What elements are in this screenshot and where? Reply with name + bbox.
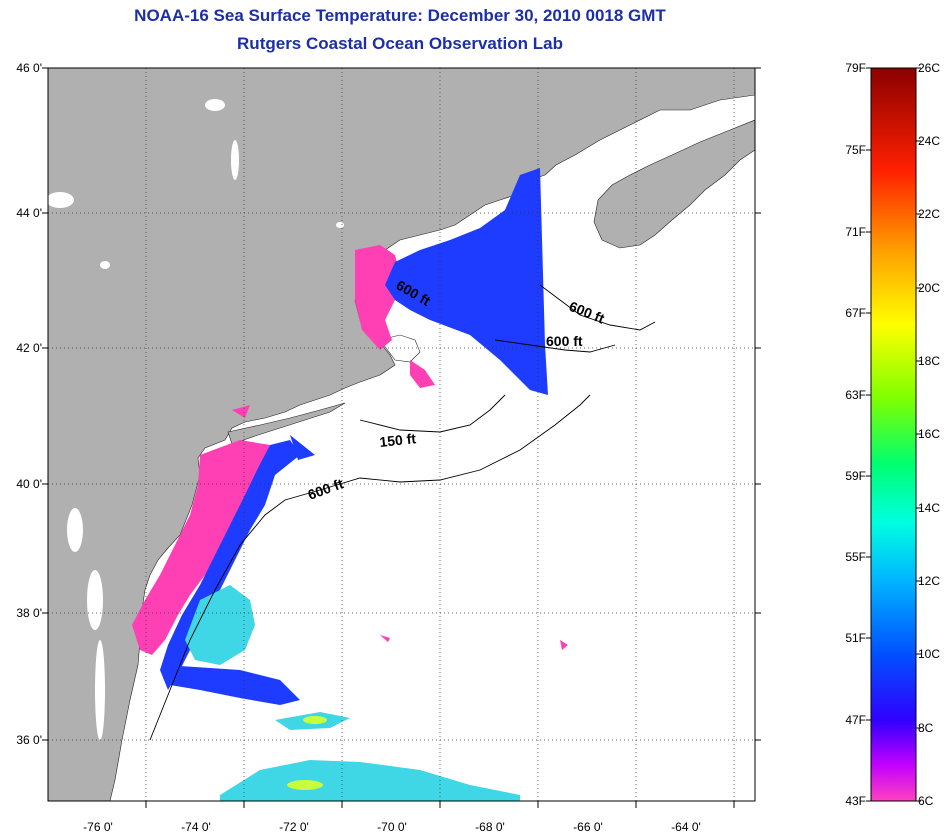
colorbar-f-label: 43F xyxy=(845,794,866,808)
lon-tick-label: -64 0' xyxy=(671,820,701,834)
inland-water xyxy=(48,99,344,740)
contour-label: 600 ft xyxy=(546,333,583,349)
colorbar-f-label: 55F xyxy=(845,550,866,564)
lon-tick-label: -72 0' xyxy=(279,820,309,834)
lat-tick-label: 42 0' xyxy=(16,341,42,355)
lat-tick-label: 44 0' xyxy=(16,206,42,220)
colorbar-f-label: 63F xyxy=(845,388,866,402)
lon-tick-label: -76 0' xyxy=(83,820,113,834)
lon-tick-label: -70 0' xyxy=(377,820,407,834)
sst-warm-band xyxy=(185,585,520,801)
colorbar xyxy=(870,67,917,802)
sst-cold-band xyxy=(132,245,568,655)
colorbar-c-label: 8C xyxy=(918,721,934,735)
colorbar-ticks xyxy=(866,67,921,802)
colorbar-f-label: 75F xyxy=(845,143,866,157)
colorbar-c-label: 24C xyxy=(918,134,941,148)
lon-tick-label: -68 0' xyxy=(475,820,505,834)
colorbar-c-label: 6C xyxy=(918,794,934,808)
map-frame xyxy=(47,67,756,802)
colorbar-c-label: 18C xyxy=(918,354,941,368)
lat-tick-label: 40 0' xyxy=(16,477,42,491)
colorbar-c-label: 12C xyxy=(918,574,941,588)
colorbar-f-label: 79F xyxy=(845,61,866,75)
lat-tick-label: 46 0' xyxy=(16,61,42,75)
map-title: NOAA-16 Sea Surface Temperature: Decembe… xyxy=(134,6,666,25)
land-cape-cod xyxy=(379,334,421,363)
lat-tick-label: 36 0' xyxy=(16,733,42,747)
lon-tick-label: -74 0' xyxy=(181,820,211,834)
lon-tick-label: -66 0' xyxy=(573,820,603,834)
colorbar-f-label: 47F xyxy=(845,713,866,727)
land-nova-scotia xyxy=(593,119,755,249)
colorbar-c-label: 16C xyxy=(918,427,941,441)
colorbar-f-label: 59F xyxy=(845,469,866,483)
sst-warmest-spots xyxy=(287,716,327,790)
map-subtitle: Rutgers Coastal Ocean Observation Lab xyxy=(237,34,563,53)
colorbar-c-label: 22C xyxy=(918,207,941,221)
colorbar-c-label: 10C xyxy=(918,647,941,661)
colorbar-c-label: 14C xyxy=(918,501,941,515)
land-long-island xyxy=(227,402,346,445)
colorbar-c-label: 20C xyxy=(918,281,941,295)
land-mainland xyxy=(48,68,755,801)
lat-tick-label: 38 0' xyxy=(16,606,42,620)
colorbar-f-label: 67F xyxy=(845,306,866,320)
contour-label: 150 ft xyxy=(379,430,417,450)
colorbar-f-label: 71F xyxy=(845,225,866,239)
axis-ticks xyxy=(42,67,761,808)
colorbar-f-label: 51F xyxy=(845,631,866,645)
colorbar-c-label: 26C xyxy=(918,61,941,75)
